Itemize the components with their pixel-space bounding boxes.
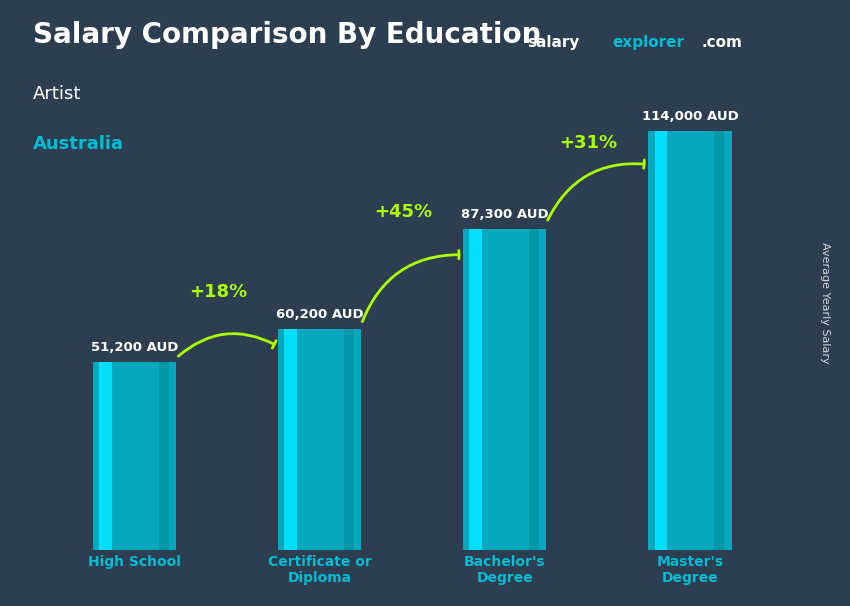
Text: Average Yearly Salary: Average Yearly Salary (819, 242, 830, 364)
Bar (529, 229, 539, 550)
Text: Artist: Artist (33, 85, 81, 104)
Text: +45%: +45% (374, 204, 432, 222)
Bar (278, 328, 361, 550)
Bar (654, 131, 667, 550)
Text: .com: .com (701, 35, 742, 50)
Text: 51,200 AUD: 51,200 AUD (91, 341, 178, 354)
Bar (159, 362, 169, 550)
Bar (714, 131, 724, 550)
Bar (344, 328, 354, 550)
Text: 60,200 AUD: 60,200 AUD (276, 308, 364, 321)
Bar (284, 328, 297, 550)
Text: 87,300 AUD: 87,300 AUD (461, 208, 548, 221)
Text: Australia: Australia (33, 135, 124, 153)
Bar (649, 131, 732, 550)
Bar (93, 362, 176, 550)
Bar (469, 229, 482, 550)
Text: Salary Comparison By Education: Salary Comparison By Education (33, 21, 541, 48)
Bar (463, 229, 547, 550)
Text: +18%: +18% (189, 283, 247, 301)
Text: explorer: explorer (612, 35, 684, 50)
Bar (99, 362, 111, 550)
Text: +31%: +31% (559, 134, 617, 152)
Text: 114,000 AUD: 114,000 AUD (642, 110, 739, 123)
Text: salary: salary (527, 35, 580, 50)
